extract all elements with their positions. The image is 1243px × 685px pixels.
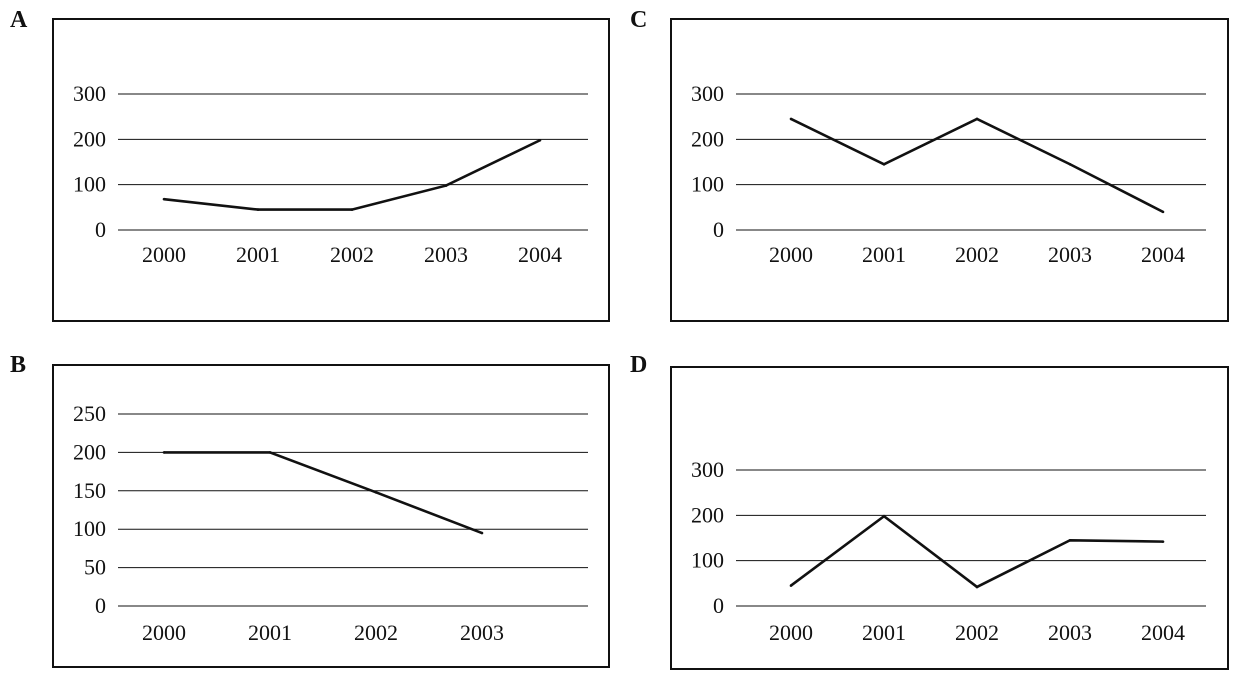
data-point-d-2004 [1161,540,1165,543]
x-tick-label-c-2004: 2004 [1141,242,1185,267]
data-point-d-2001 [882,514,886,518]
series-line-d [790,514,1164,589]
x-tick-label-d-2001: 2001 [862,620,906,645]
panel-label-d: D [630,352,648,378]
y-tick-label-a-0: 0 [95,217,106,242]
y-tick-label-a-100: 100 [73,172,106,197]
x-tick-label-d-2004: 2004 [1141,620,1185,645]
data-point-d-2002 [975,585,979,589]
chart-b: 0 50 100 150 200 250 2000 2001 2002 2003 [52,364,610,668]
panel-label-c: C [630,7,648,33]
data-point-a-2001 [256,208,260,211]
x-tick-label-c-2002: 2002 [955,242,999,267]
x-tick-label-c-2000: 2000 [769,242,813,267]
chart-svg-a: 0 100 200 300 2000 2001 2002 2003 2004 [73,81,588,267]
y-tick-label-d-0: 0 [713,593,724,618]
x-tick-label-d-2002: 2002 [955,620,999,645]
y-tick-label-d-200: 200 [691,502,724,527]
data-point-a-2000 [162,197,166,201]
x-tick-label-a-2001: 2001 [236,242,280,267]
data-point-c-2003 [1068,162,1072,166]
chart-a: 0 100 200 300 2000 2001 2002 2003 2004 [52,18,610,322]
chart-svg-b: 0 50 100 150 200 250 2000 2001 2002 2003 [73,401,588,645]
data-point-c-2004 [1161,210,1165,214]
panel-label-b: B [10,352,27,378]
y-tick-label-b-50: 50 [84,555,106,580]
x-tick-label-b-2003: 2003 [460,620,504,645]
y-tick-label-b-150: 150 [73,478,106,503]
x-tick-label-a-2003: 2003 [424,242,468,267]
y-tick-label-b-200: 200 [73,439,106,464]
y-tick-label-a-200: 200 [73,126,106,151]
x-tick-label-c-2003: 2003 [1048,242,1092,267]
data-point-b-2003 [480,531,484,535]
x-tick-label-b-2000: 2000 [142,620,186,645]
y-tick-label-a-300: 300 [73,81,106,106]
series-line-b [164,451,483,535]
data-point-d-2003 [1068,538,1072,542]
data-point-a-2003 [444,184,448,187]
x-tick-label-d-2003: 2003 [1048,620,1092,645]
chart-svg-c: 0 100 200 300 2000 2001 2002 2003 2004 [691,81,1206,267]
data-point-b-2001 [268,451,272,454]
chart-svg-d: 0 100 200 300 2000 2001 2002 2003 2004 [691,457,1206,645]
data-point-d-2000 [789,584,793,587]
data-point-c-2002 [975,117,979,121]
y-tick-label-b-250: 250 [73,401,106,426]
data-point-b-2000 [162,451,166,454]
y-tick-label-c-0: 0 [713,217,724,242]
x-tick-label-c-2001: 2001 [862,242,906,267]
data-point-b-2002 [374,491,378,494]
x-tick-label-a-2004: 2004 [518,242,562,267]
y-tick-label-c-200: 200 [691,126,724,151]
chart-d: 0 100 200 300 2000 2001 2002 2003 2004 [670,366,1229,670]
y-tick-label-b-0: 0 [95,593,106,618]
y-tick-label-d-300: 300 [691,457,724,482]
chart-c: 0 100 200 300 2000 2001 2002 2003 2004 [670,18,1229,322]
data-point-a-2002 [350,208,354,211]
x-tick-label-b-2001: 2001 [248,620,292,645]
data-point-a-2004 [538,138,542,142]
x-tick-label-d-2000: 2000 [769,620,813,645]
data-point-c-2001 [882,162,886,166]
y-tick-label-c-100: 100 [691,172,724,197]
panel-label-a: A [10,7,28,33]
data-point-c-2000 [789,117,793,121]
series-line-a [163,139,541,211]
x-tick-label-a-2002: 2002 [330,242,374,267]
y-tick-label-d-100: 100 [691,548,724,573]
y-tick-label-b-100: 100 [73,516,106,541]
x-tick-label-a-2000: 2000 [142,242,186,267]
y-tick-label-c-300: 300 [691,81,724,106]
x-tick-label-b-2002: 2002 [354,620,398,645]
series-line-c [790,117,1164,214]
